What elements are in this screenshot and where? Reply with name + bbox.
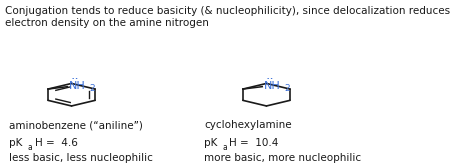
Text: ․․: ․․ — [265, 69, 274, 82]
Text: 2: 2 — [90, 84, 95, 93]
Text: more basic, more nucleophilic: more basic, more nucleophilic — [204, 153, 361, 163]
Text: H =  10.4: H = 10.4 — [229, 138, 279, 148]
Text: H =  4.6: H = 4.6 — [35, 138, 77, 148]
Text: NH: NH — [69, 81, 86, 91]
Text: ․․: ․․ — [70, 69, 79, 82]
Text: cyclohexylamine: cyclohexylamine — [204, 121, 292, 130]
Text: 2: 2 — [284, 84, 290, 93]
Text: NH: NH — [264, 81, 281, 91]
Text: aminobenzene (“aniline”): aminobenzene (“aniline”) — [9, 121, 143, 130]
Text: pK: pK — [9, 138, 23, 148]
Text: pK: pK — [204, 138, 218, 148]
Text: less basic, less nucleophilic: less basic, less nucleophilic — [9, 153, 153, 163]
Text: a: a — [223, 143, 228, 152]
Text: Conjugation tends to reduce basicity (& nucleophilicity), since delocalization r: Conjugation tends to reduce basicity (& … — [5, 6, 450, 28]
Text: a: a — [28, 143, 33, 152]
